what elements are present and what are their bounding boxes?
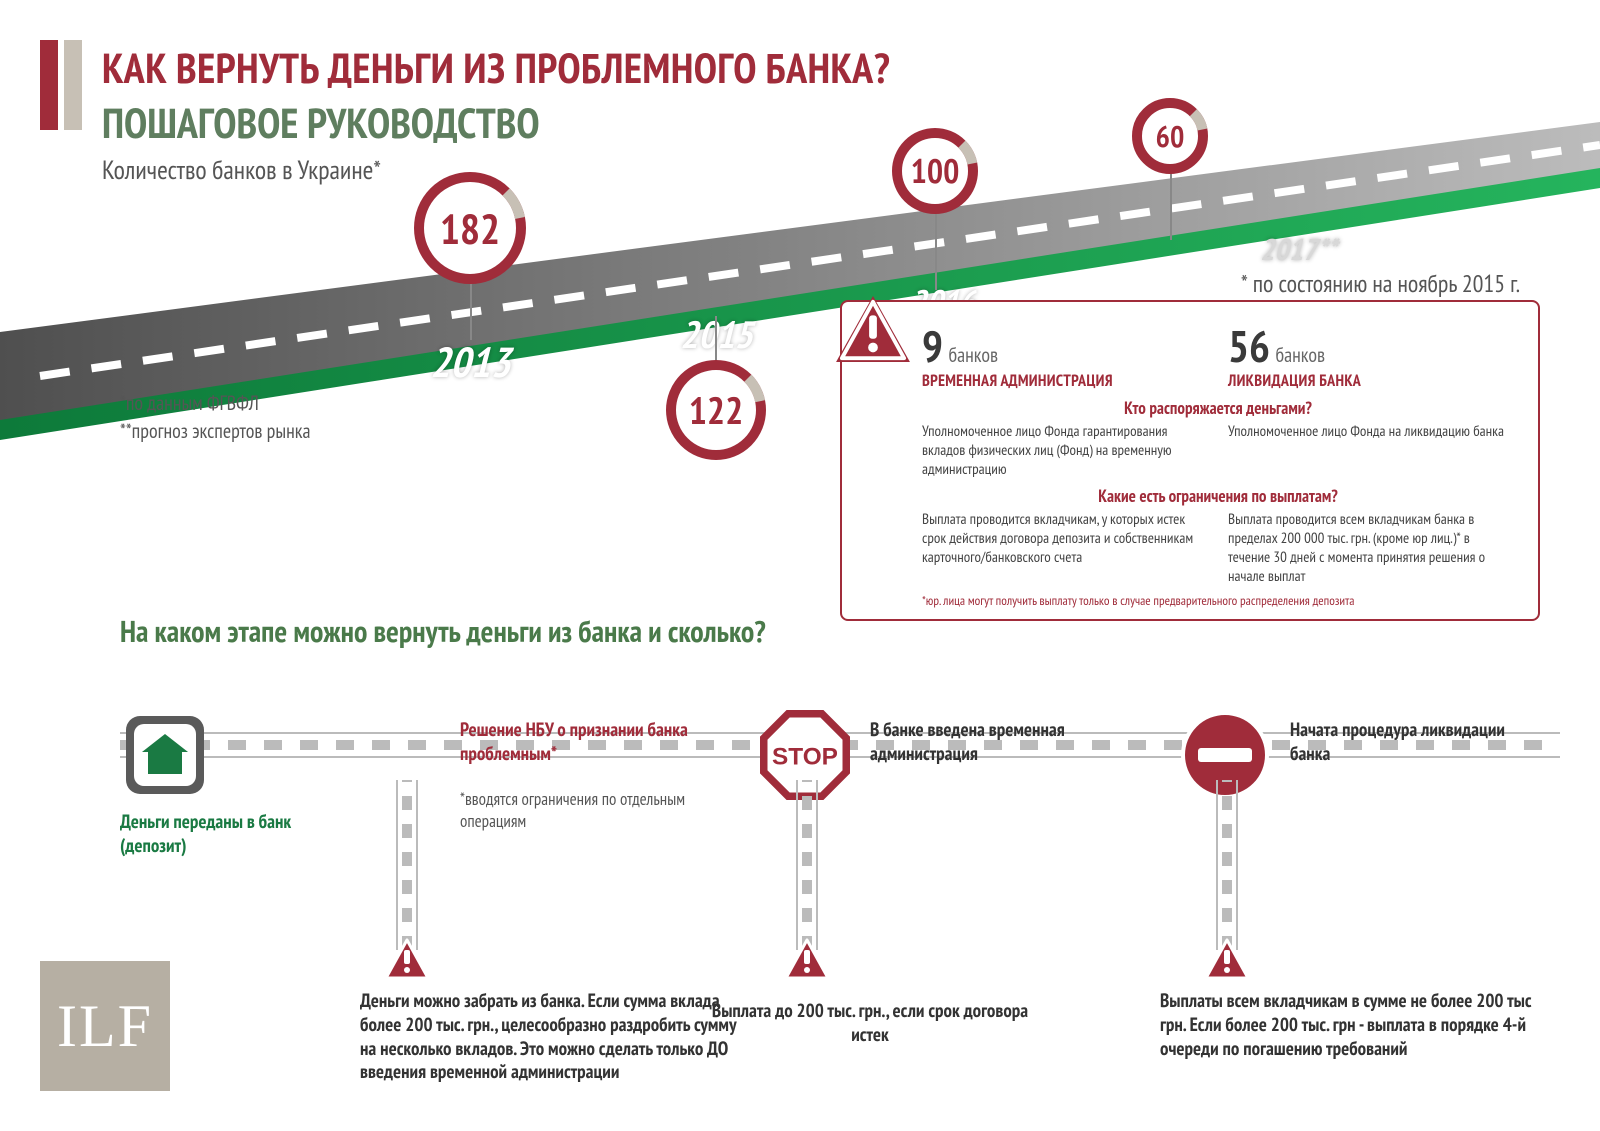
right-status: ЛИКВИДАЦИЯ БАНКА xyxy=(1228,371,1514,391)
warning-icon xyxy=(834,294,912,364)
step2-text: Деньги можно забрать из банка. Если сумм… xyxy=(360,990,740,1085)
bank-icon xyxy=(120,710,210,800)
warning-icon xyxy=(1204,938,1250,980)
info-col-right: 56 банков ЛИКВИДАЦИЯ БАНКА xyxy=(1228,318,1514,391)
warning-icon xyxy=(384,938,430,980)
step4-text: Выплаты всем вкладчикам в сумме не более… xyxy=(1160,990,1560,1061)
value-2017: 60 xyxy=(1156,117,1185,156)
left-unit: банков xyxy=(948,342,998,368)
right-num: 56 xyxy=(1228,318,1270,375)
left-lim: Выплата проводится вкладчикам, у которых… xyxy=(922,511,1208,586)
year-2017: 2017** xyxy=(1260,230,1337,269)
timeline: Деньги переданы в банк (депозит) Решение… xyxy=(120,660,1560,1100)
info-col-left: 9 банков ВРЕМЕННАЯ АДМИНИСТРАЦИЯ xyxy=(922,318,1208,391)
right-lim: Выплата проводится всем вкладчикам банка… xyxy=(1228,511,1514,586)
value-2013: 182 xyxy=(440,201,500,256)
step3-branch xyxy=(802,780,812,950)
info-footnote: *юр. лица могут получить выплату только … xyxy=(922,592,1514,609)
info-q2: Какие есть ограничения по выплатам? xyxy=(922,485,1514,507)
section2-title: На каком этапе можно вернуть деньги из б… xyxy=(120,612,766,651)
circle-2013: 182 xyxy=(414,172,526,284)
step3-text: Выплата до 200 тыс. грн., если срок дого… xyxy=(710,1000,1030,1048)
source-footnotes: *по данным ФГВФЛ **прогноз экспертов рын… xyxy=(120,390,311,446)
info-box: 9 банков ВРЕМЕННАЯ АДМИНИСТРАЦИЯ 56 банк… xyxy=(840,300,1540,621)
pin-2015 xyxy=(715,316,717,366)
circle-2015: 122 xyxy=(666,360,766,460)
value-2016: 100 xyxy=(911,149,960,193)
left-status: ВРЕМЕННАЯ АДМИНИСТРАЦИЯ xyxy=(922,371,1208,391)
warning-icon xyxy=(784,938,830,980)
value-2015: 122 xyxy=(689,386,744,435)
circle-2016: 100 xyxy=(892,128,978,214)
step2-subnote: *вводятся ограничения по отдельным опера… xyxy=(460,788,690,832)
step4-label: Начата процедура ликвидации банка xyxy=(1290,718,1530,766)
step2-label: Решение НБУ о признании банка проблемным… xyxy=(460,718,690,766)
info-q1: Кто распоряжается деньгами? xyxy=(922,397,1514,419)
step2-branch xyxy=(402,780,412,950)
svg-text:STOP: STOP xyxy=(772,743,838,770)
right-unit: банков xyxy=(1275,342,1325,368)
left-num: 9 xyxy=(922,318,943,375)
right-who: Уполномоченное лицо Фонда на ликвидацию … xyxy=(1228,423,1514,479)
pin-2017 xyxy=(1170,170,1172,240)
pin-2013 xyxy=(470,280,472,340)
step1-label: Деньги переданы в банк (депозит) xyxy=(120,810,320,858)
as-of-note: * по состоянию на ноябрь 2015 г. xyxy=(1241,268,1520,299)
step3-label: В банке введена временная администрация xyxy=(870,718,1110,766)
ilf-logo: ILF xyxy=(40,961,170,1091)
year-2013: 2013 xyxy=(430,334,510,389)
footnote-2: **прогноз экспертов рынка xyxy=(120,418,311,444)
step4-branch xyxy=(1222,780,1232,950)
pin-2016 xyxy=(935,210,937,290)
left-who: Уполномоченное лицо Фонда гарантирования… xyxy=(922,423,1208,479)
circle-2017: 60 xyxy=(1132,98,1208,174)
main-title: КАК ВЕРНУТЬ ДЕНЬГИ ИЗ ПРОБЛЕМНОГО БАНКА? xyxy=(102,40,890,95)
footnote-1: *по данным ФГВФЛ xyxy=(120,390,311,416)
